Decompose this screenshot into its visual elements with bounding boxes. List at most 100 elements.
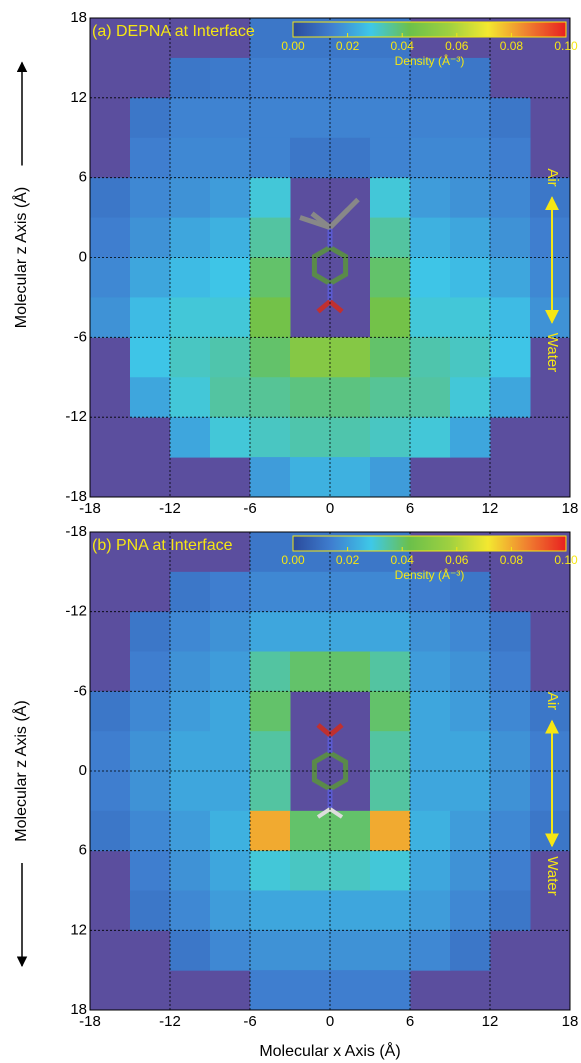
heatmap-cell	[290, 970, 331, 1010]
heatmap-cell	[250, 771, 291, 811]
heatmap-cell	[90, 297, 131, 337]
heatmap-cell	[410, 417, 451, 457]
heatmap-cell	[250, 337, 291, 377]
heatmap-cell	[330, 377, 371, 417]
heatmap-cell	[410, 218, 451, 258]
heatmap-cell	[490, 178, 531, 218]
x-tick-label: 18	[562, 1013, 579, 1030]
heatmap-cell	[130, 218, 171, 258]
heatmap-cell	[370, 218, 411, 258]
y-tick-label: 0	[79, 762, 87, 779]
heatmap-cell	[410, 811, 451, 851]
heatmap-cell	[90, 691, 131, 731]
heatmap-cell	[330, 58, 371, 98]
heatmap-cell	[490, 337, 531, 377]
heatmap-cell	[330, 138, 371, 178]
heatmap-cell	[210, 930, 251, 970]
heatmap-cell	[250, 178, 291, 218]
heatmap-cell	[490, 691, 531, 731]
heatmap-cell	[290, 891, 331, 931]
heatmap-cell	[410, 138, 451, 178]
heatmap-cell	[370, 138, 411, 178]
heatmap-cell	[250, 457, 291, 497]
heatmap-cell	[170, 58, 211, 98]
heatmap-cell	[130, 731, 171, 771]
heatmap-cell	[410, 337, 451, 377]
heatmap-cell	[490, 612, 531, 652]
heatmap-cell	[170, 377, 211, 417]
heatmap-cell	[130, 691, 171, 731]
heatmap-cell	[490, 377, 531, 417]
x-tick-label: -6	[243, 1013, 256, 1030]
heatmap-cell	[90, 178, 131, 218]
heatmap-cell	[170, 417, 211, 457]
heatmap-cell	[130, 337, 171, 377]
heatmap-cell	[130, 811, 171, 851]
heatmap-cell	[490, 258, 531, 298]
heatmap-cell	[410, 891, 451, 931]
colorbar-tick-label: 0.04	[391, 39, 415, 53]
heatmap-cell	[450, 612, 491, 652]
y-axis-label: Molecular z Axis (Å)	[11, 187, 30, 328]
heatmap-cell	[530, 218, 571, 258]
colorbar-tick-label: 0.10	[554, 553, 578, 567]
heatmap-cell	[490, 811, 531, 851]
heatmap-cell	[210, 572, 251, 612]
heatmap-cell	[170, 138, 211, 178]
y-tick-label: 6	[79, 169, 87, 186]
x-tick-label: 12	[482, 1013, 499, 1030]
x-tick-label: 6	[406, 1013, 414, 1030]
heatmap-cell	[250, 258, 291, 298]
heatmap-cell	[210, 891, 251, 931]
heatmap-cell	[210, 731, 251, 771]
heatmap-cell	[450, 731, 491, 771]
heatmap-cell	[210, 417, 251, 457]
heatmap-cell	[410, 258, 451, 298]
heatmap-cell	[170, 572, 211, 612]
heatmap-cell	[170, 771, 211, 811]
heatmap-cell	[210, 58, 251, 98]
heatmap-cell	[210, 178, 251, 218]
heatmap-cell	[130, 612, 171, 652]
heatmap-cell	[290, 572, 331, 612]
y-tick-label: -12	[65, 603, 87, 620]
heatmap-cell	[130, 98, 171, 138]
heatmap-cell	[250, 218, 291, 258]
heatmap-cell	[290, 337, 331, 377]
heatmap-cell	[490, 652, 531, 692]
colorbar-tick-label: 0.04	[391, 553, 415, 567]
heatmap-cell	[130, 297, 171, 337]
heatmap-cell	[90, 771, 131, 811]
heatmap-cell	[450, 98, 491, 138]
heatmap-cell	[450, 258, 491, 298]
heatmap-cell	[250, 58, 291, 98]
colorbar-tick-label: 0.02	[336, 39, 360, 53]
annotation: Water	[544, 333, 561, 372]
heatmap-cell	[130, 377, 171, 417]
heatmap-cell	[370, 297, 411, 337]
heatmap-cell	[330, 337, 371, 377]
heatmap-cell	[250, 417, 291, 457]
heatmap-cell	[410, 377, 451, 417]
heatmap-cell	[330, 612, 371, 652]
colorbar-tick-label: 0.06	[445, 553, 469, 567]
heatmap-cell	[170, 930, 211, 970]
heatmap-cell	[410, 297, 451, 337]
heatmap-cell	[450, 811, 491, 851]
heatmap-cell	[490, 297, 531, 337]
heatmap-cell	[250, 377, 291, 417]
heatmap-cell	[90, 811, 131, 851]
heatmap-cell	[370, 337, 411, 377]
heatmap-cell	[450, 851, 491, 891]
heatmap-cell	[90, 731, 131, 771]
heatmap-cell	[130, 178, 171, 218]
heatmap-cell	[290, 377, 331, 417]
x-tick-label: 0	[326, 1013, 334, 1030]
heatmap-cell	[210, 377, 251, 417]
heatmap-cell	[370, 258, 411, 298]
heatmap-cell	[410, 98, 451, 138]
heatmap-cell	[330, 930, 371, 970]
heatmap-cell	[290, 652, 331, 692]
annotation: Air	[544, 168, 561, 186]
heatmap-cell	[250, 691, 291, 731]
